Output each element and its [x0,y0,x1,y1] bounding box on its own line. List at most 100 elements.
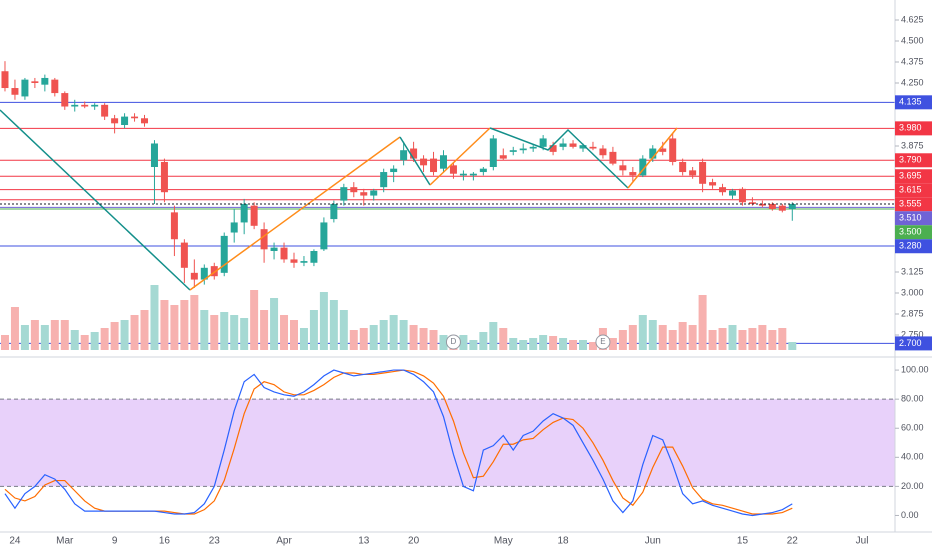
candle-body [131,116,139,119]
candle-body [449,165,457,174]
candle-body [121,116,129,125]
volume-bar [738,330,747,350]
level-label-box [895,95,932,110]
candle-body [410,148,418,159]
volume-bar [718,328,727,350]
event-label: D [451,337,457,346]
volume-bar [0,335,9,350]
candle-body [420,158,428,166]
y-tick-label: 3.000 [901,287,924,297]
volume-bar [309,310,318,350]
volume-bar [60,320,69,350]
candle-body [310,251,318,263]
level-label-box [895,183,932,198]
volume-bar [359,328,368,350]
marks-layer [1,61,796,288]
x-tick-label: 24 [9,536,21,547]
candle-body [559,143,567,147]
candle-body [699,161,707,184]
volume-bar [329,300,338,350]
candle-body [380,172,388,188]
level-label: 3.280 [899,241,922,251]
y-tick-label: 4.250 [901,77,924,87]
candle-body [758,203,766,206]
candle-body [679,161,687,173]
candle-body [430,158,438,173]
level-label: 3.615 [899,185,922,195]
volume-bar [250,290,259,350]
candle-body [160,161,168,193]
candle-body [579,145,587,149]
y-tick-label: 80.00 [901,394,924,404]
candle-body [489,138,497,167]
candle-body [101,104,109,117]
candle-body [320,222,328,250]
volume-bar [698,295,707,350]
candle-body [400,150,408,161]
event-marker [595,334,611,350]
x-tick-label: Mar [56,536,74,547]
candle-body [350,187,358,193]
volume-bar [559,338,568,350]
volume-bar [70,330,79,350]
candle-body [150,143,158,167]
candle-body [180,242,188,268]
candle-body [210,266,218,277]
level-label: 3.500 [899,227,922,237]
volume-bar [668,330,677,350]
candle-body [370,190,378,196]
candle-body [778,205,786,211]
candle-body [170,212,178,240]
volume-bar [220,312,229,350]
y-tick-label: 0.00 [901,510,919,520]
candle-body [141,118,149,124]
drawings [0,109,678,291]
volume-bar [429,330,438,350]
x-tick-label: Apr [276,536,292,547]
trend-line [0,109,191,291]
level-label-box [895,239,932,254]
y-tick-label: 20.00 [901,481,924,491]
candle-body [629,172,637,176]
volume-bar [379,320,388,350]
candle-body [280,247,288,260]
volume-bar [20,325,29,350]
y-tick-label: 4.500 [901,35,924,45]
candle-body [220,235,228,273]
level-label: 3.510 [899,213,922,223]
volume-bar [240,318,249,350]
y-tick-label: 100.00 [901,364,929,374]
y-tick-label: 3.125 [901,266,924,276]
volume-bar [788,342,797,350]
oscillator-line [4,369,793,517]
candle-body [41,77,49,85]
volume-bar [688,325,697,350]
oscillator-band [0,399,895,487]
candle-body [659,148,667,152]
candle-body [11,88,19,95]
candle-body [230,222,238,233]
volume-bar [758,325,767,350]
candle-body [340,187,348,201]
candle-body [549,145,557,152]
trend-line [627,127,678,189]
y-tick-label: 4.625 [901,14,924,24]
candle-body [111,118,119,124]
volume-bar [708,330,717,350]
volume-bar [389,315,398,350]
candle-body [31,81,39,83]
volume-bar [319,292,328,350]
level-label-box [895,121,932,136]
volume-bar [439,335,448,350]
volume-bar [569,340,578,350]
candle-body [469,173,477,176]
volume-bar [100,328,109,350]
volume-bar [349,330,358,350]
volume-bar [768,330,777,350]
volume-bar [529,338,538,350]
x-tick-label: 15 [737,536,749,547]
x-tick-label: 22 [787,536,799,547]
candle-body [270,247,278,252]
volume-bar [210,315,219,350]
volume-bar [479,332,488,350]
